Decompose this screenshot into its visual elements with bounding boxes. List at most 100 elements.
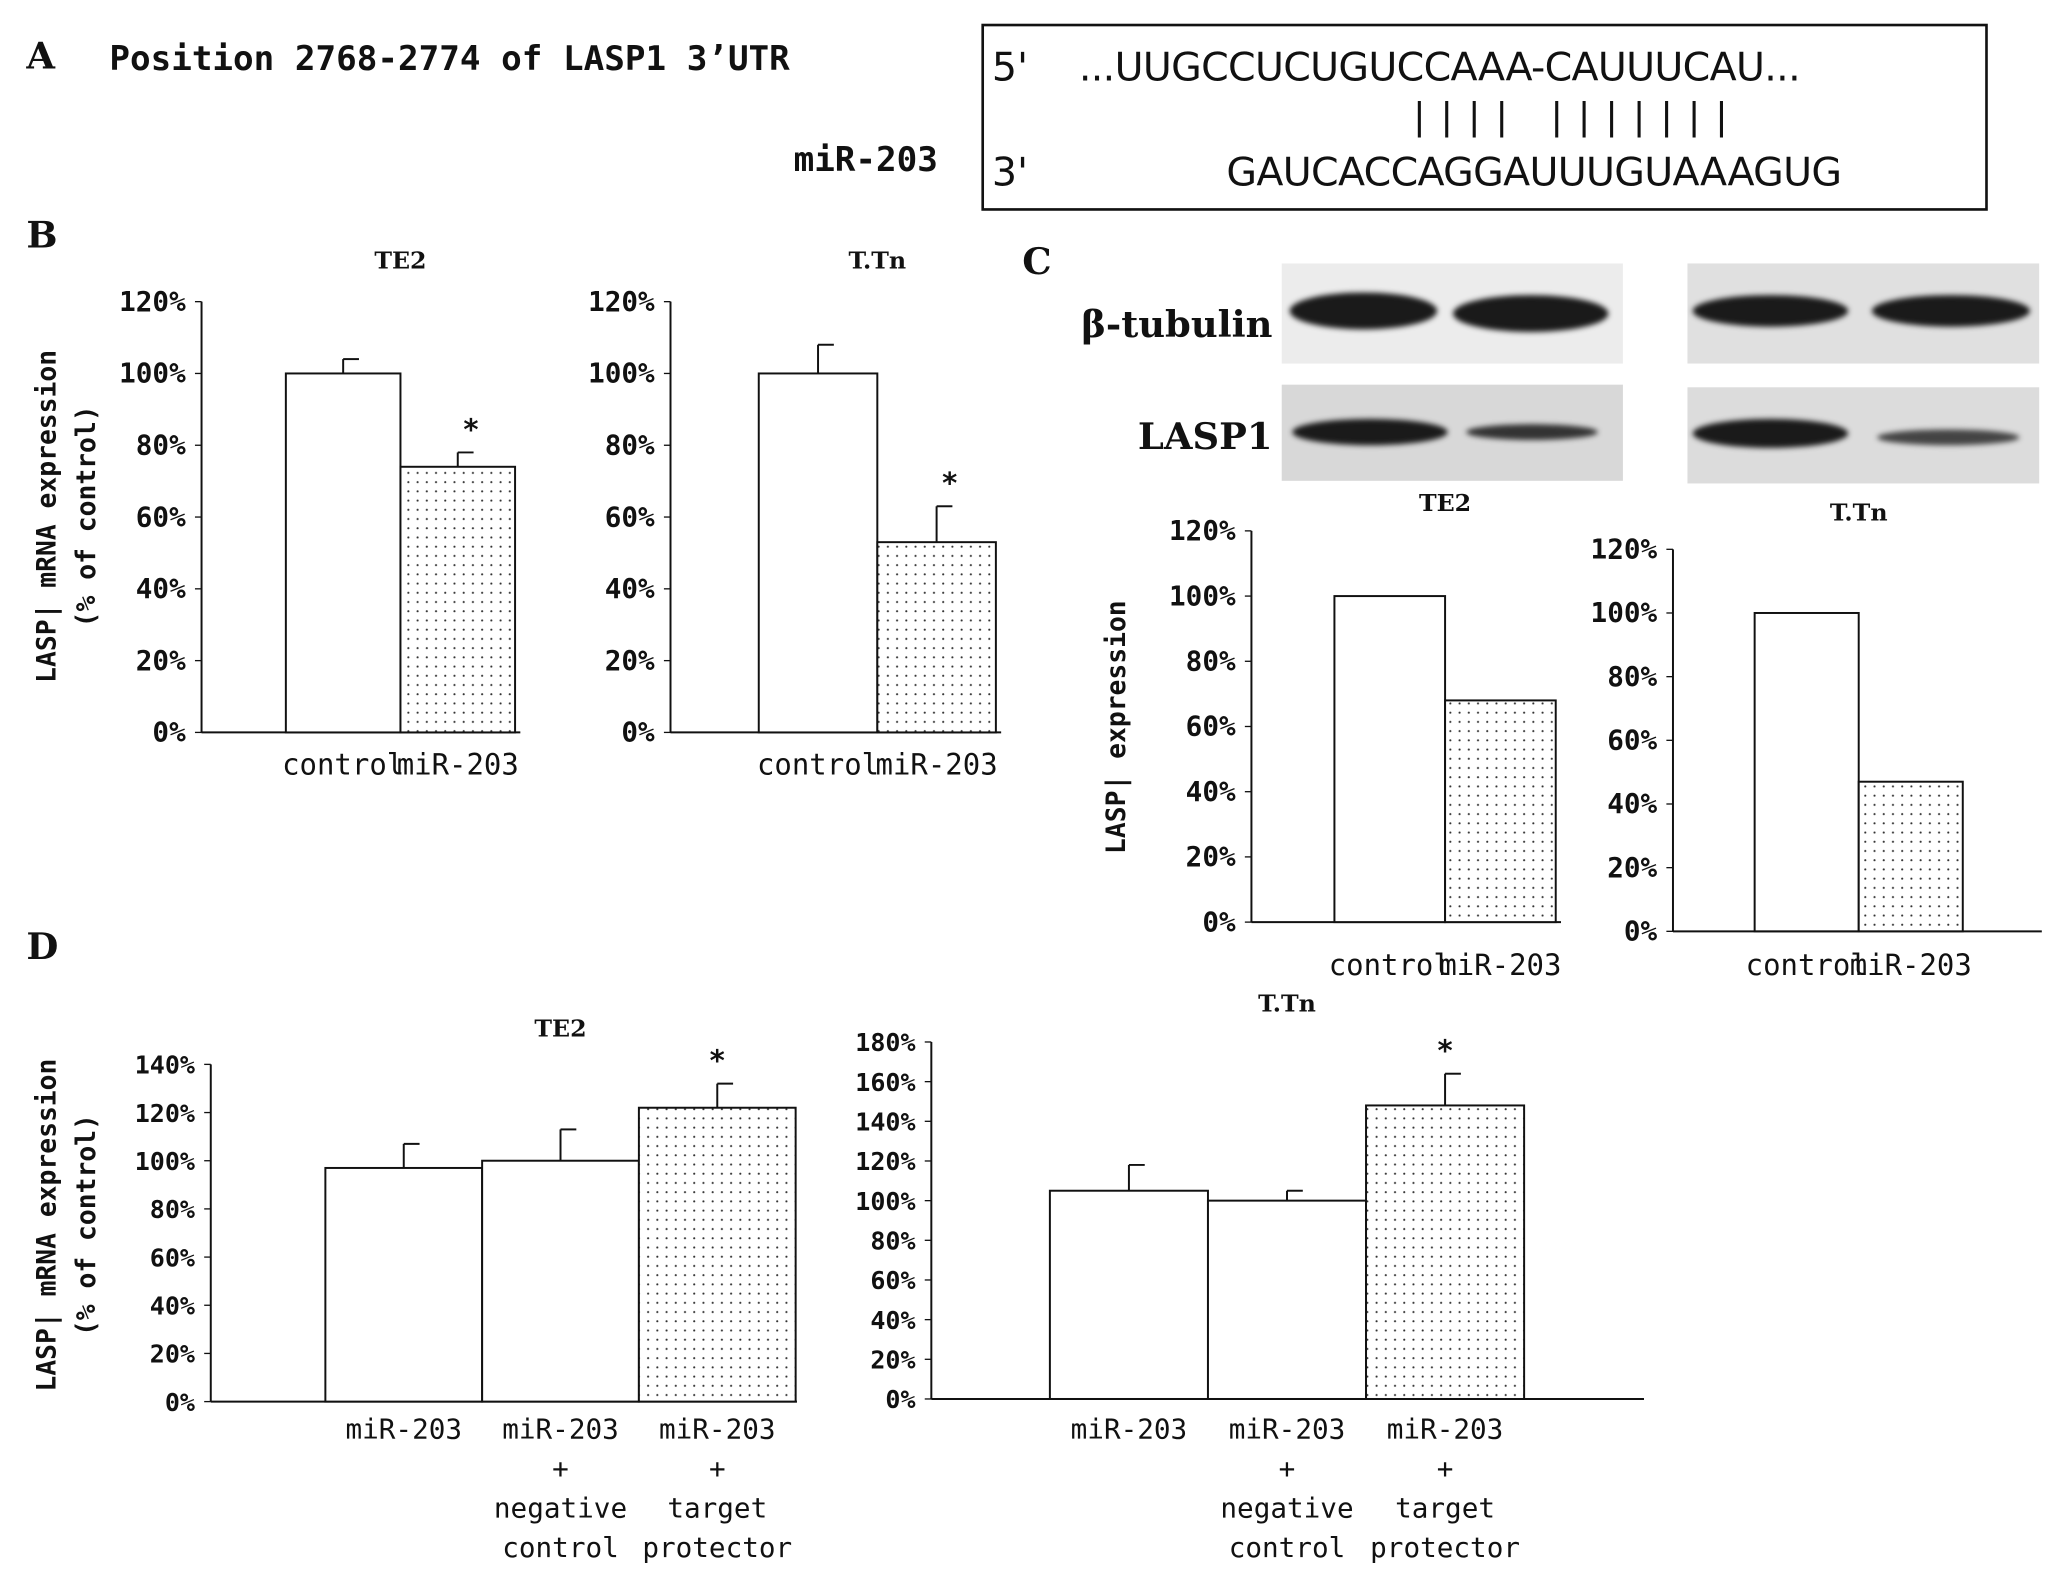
y-tick-label: 40%: [605, 572, 655, 605]
sequence-alignment-box: 5' ...UUGCCUCUGUCCAAA-CAUUUCAU... |||| |…: [981, 23, 1988, 211]
bar-2: [1365, 1104, 1526, 1400]
chart-title: TE2: [374, 247, 426, 275]
y-tick-label: 20%: [870, 1346, 915, 1375]
y-tick-label: 60%: [1607, 724, 1657, 757]
y-tick-label: 120%: [1591, 533, 1658, 566]
y-tick-label: 140%: [135, 1051, 195, 1080]
y-tick-label: 80%: [136, 428, 186, 461]
bar-1: [876, 541, 997, 734]
bar-2: [637, 1106, 797, 1403]
bar-0: [284, 372, 402, 734]
position-label: Position 2768-2774 of LASP1 3’UTR: [109, 39, 790, 80]
tubulin-label: β-tubulin: [1081, 302, 1273, 347]
chart-title: TE2: [1419, 489, 1471, 517]
y-tick-label: 80%: [1186, 645, 1236, 678]
blot-ttn-tubulin: [1687, 263, 2040, 364]
y-tick-label: 160%: [855, 1068, 915, 1097]
x-tick-label: miR-203: [502, 1412, 619, 1445]
x-tick-label: protector: [642, 1531, 792, 1564]
y-tick-label: 120%: [855, 1147, 915, 1176]
y-tick-label: 60%: [605, 500, 655, 533]
y-tick-label: 100%: [1169, 579, 1236, 612]
y-tick-label: 80%: [150, 1195, 195, 1224]
y-tick-label: 0%: [885, 1385, 915, 1414]
x-tick-label: +: [709, 1452, 726, 1485]
mir-label: miR-203: [793, 140, 938, 181]
y-axis-label-d: (% of control): [72, 1114, 102, 1336]
y-tick-label: 0%: [152, 716, 186, 749]
y-tick-label: 60%: [1186, 710, 1236, 743]
x-tick-label: protector: [1370, 1531, 1520, 1564]
x-tick-label: target: [667, 1492, 767, 1525]
chart-title: T.Tn: [1258, 990, 1316, 1018]
y-tick-label: 120%: [119, 285, 186, 318]
chart-title: TE2: [534, 1015, 586, 1043]
utr-sequence: ...UUGCCUCUGUCCAAA-CAUUUCAU...: [1078, 44, 1801, 91]
chart-title: T.Tn: [848, 247, 906, 275]
x-tick-label: negative: [1220, 1492, 1353, 1525]
pairing-lines: |||| |||||||: [1408, 94, 1738, 139]
y-tick-label: 40%: [150, 1291, 195, 1320]
lasp1-label: LASP1: [1137, 414, 1273, 459]
x-tick-label: miR-203: [397, 748, 519, 782]
bar-1: [1206, 1199, 1368, 1400]
x-tick-label: +: [552, 1452, 569, 1485]
x-tick-label: control: [502, 1531, 619, 1564]
y-tick-label: 40%: [136, 572, 186, 605]
y-tick-label: 120%: [588, 285, 655, 318]
y-tick-label: 100%: [135, 1147, 195, 1176]
y-tick-label: 120%: [1169, 514, 1236, 547]
three-prime-label: 3': [991, 150, 1028, 197]
panel-label-b: B: [26, 213, 58, 257]
significance-marker: *: [709, 1043, 726, 1077]
x-tick-label: control: [757, 748, 879, 782]
panel-label-d: D: [26, 924, 59, 969]
y-tick-label: 20%: [150, 1340, 195, 1369]
y-tick-label: 40%: [1607, 787, 1657, 820]
panel-label-c: C: [1022, 239, 1052, 284]
y-tick-label: 80%: [870, 1227, 915, 1256]
y-axis-label-b: LASP| mRNA expression: [32, 350, 62, 683]
x-tick-label: control: [282, 748, 404, 782]
y-tick-label: 60%: [136, 500, 186, 533]
panel-label-a: A: [26, 34, 55, 78]
y-tick-label: 100%: [1591, 596, 1658, 629]
x-tick-label: control: [1329, 948, 1451, 982]
x-tick-label: miR-203: [659, 1412, 776, 1445]
y-tick-label: 20%: [136, 644, 186, 677]
y-axis-label-c: LASP| expression: [1102, 600, 1132, 854]
x-tick-label: miR-203: [1439, 948, 1561, 982]
y-tick-label: 40%: [870, 1306, 915, 1335]
y-tick-label: 0%: [1202, 905, 1236, 938]
significance-marker: *: [462, 412, 479, 446]
y-tick-label: 20%: [1607, 851, 1657, 884]
y-tick-label: 120%: [135, 1099, 195, 1128]
y-tick-label: 100%: [855, 1187, 915, 1216]
bar-1: [481, 1159, 640, 1403]
y-tick-label: 180%: [855, 1028, 915, 1057]
y-tick-label: 20%: [605, 644, 655, 677]
five-prime-label: 5': [991, 44, 1028, 91]
bar-0: [757, 372, 879, 734]
chart-title: T.Tn: [1830, 498, 1888, 526]
y-tick-label: 60%: [870, 1266, 915, 1295]
x-tick-label: control: [1229, 1531, 1346, 1564]
y-tick-label: 0%: [165, 1388, 195, 1417]
x-tick-label: miR-203: [1387, 1412, 1504, 1445]
bar-1: [1444, 699, 1557, 924]
y-tick-label: 100%: [119, 357, 186, 390]
y-tick-label: 20%: [1186, 840, 1236, 873]
significance-marker: *: [1436, 1034, 1453, 1068]
bar-0: [1753, 611, 1860, 933]
y-tick-label: 60%: [150, 1243, 195, 1272]
bar-0: [1333, 595, 1447, 924]
y-tick-label: 80%: [605, 428, 655, 461]
bar-1: [399, 465, 517, 734]
x-tick-label: miR-203: [1850, 948, 1972, 982]
bar-1: [1857, 780, 1964, 933]
x-tick-label: miR-203: [1071, 1412, 1188, 1445]
x-tick-label: miR-203: [1229, 1412, 1346, 1445]
y-tick-label: 0%: [621, 716, 655, 749]
